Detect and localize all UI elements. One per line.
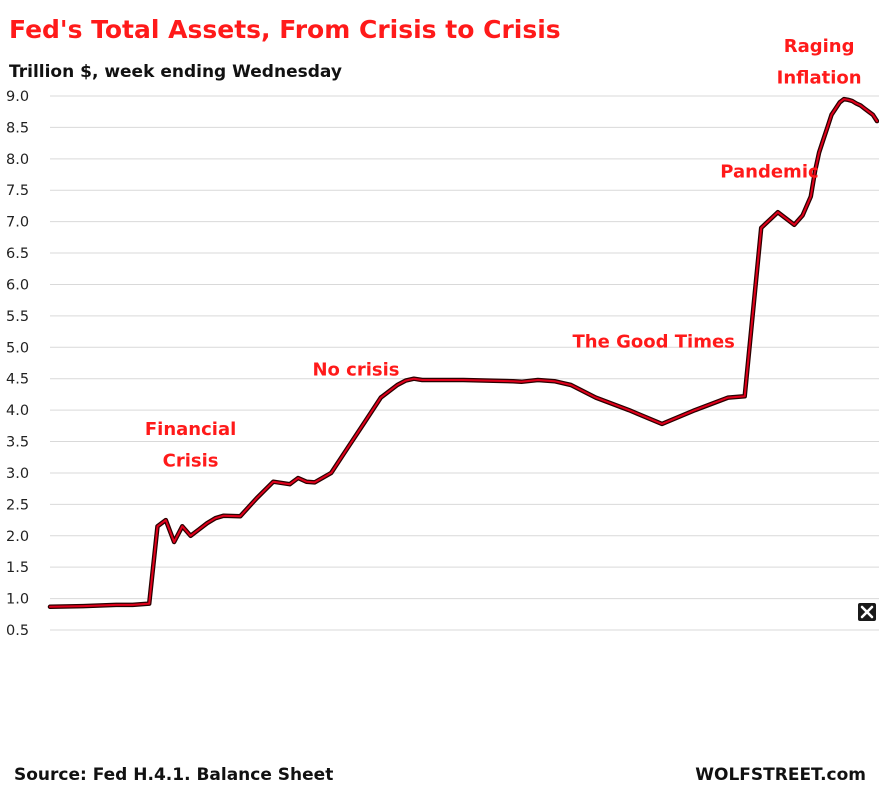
annotation-label: Financial	[145, 419, 236, 440]
brand-label: WOLFSTREET.com	[695, 765, 866, 785]
y-tick-label: 7.5	[6, 183, 29, 199]
y-tick-label: 5.5	[6, 309, 29, 325]
y-tick-label: 8.0	[6, 152, 29, 168]
annotations: Financial Crisis No crisis The Good Times Pa…	[145, 36, 862, 472]
y-tick-label: 6.5	[6, 246, 29, 262]
y-tick-label: 1.5	[6, 560, 29, 576]
y-tick-label: 5.0	[6, 340, 29, 356]
y-tick-label: 0.5	[6, 623, 29, 639]
series-line	[49, 98, 878, 608]
chart-title: Fed's Total Assets, From Crisis to Crisi…	[9, 15, 561, 44]
y-tick-label: 7.0	[6, 215, 29, 231]
y-tick-label: 3.5	[6, 435, 29, 451]
y-tick-label: 1.0	[6, 592, 29, 608]
y-tick-label: 2.5	[6, 497, 29, 513]
y-tick-label: 3.0	[6, 466, 29, 482]
gridlines	[50, 95, 879, 631]
annotation-label: No crisis	[312, 360, 399, 381]
y-tick-label: 4.0	[6, 403, 29, 419]
y-tick-label: 2.0	[6, 529, 29, 545]
close-icon[interactable]	[858, 603, 876, 621]
annotation-label: Pandemic	[720, 162, 818, 183]
y-axis-ticks: 9.0 8.5 8.0 7.5 7.0 6.5 6.0 5.5 5.0 4.5 4.0 3.5 3.0 2…	[6, 89, 29, 639]
annotation-label: Raging	[784, 36, 855, 57]
y-tick-label: 6.0	[6, 277, 29, 293]
annotation-label: Inflation	[777, 67, 862, 88]
y-tick-label: 4.5	[6, 372, 29, 388]
source-note: Source: Fed H.4.1. Balance Sheet	[14, 765, 333, 785]
y-tick-label: 8.5	[6, 120, 29, 136]
series-line-layer	[47, 96, 879, 610]
y-tick-label: 9.0	[6, 89, 29, 105]
chart-subtitle: Trillion $, week ending Wednesday	[9, 62, 342, 82]
annotation-label: Crisis	[163, 451, 219, 472]
annotation-label: The Good Times	[573, 331, 735, 352]
